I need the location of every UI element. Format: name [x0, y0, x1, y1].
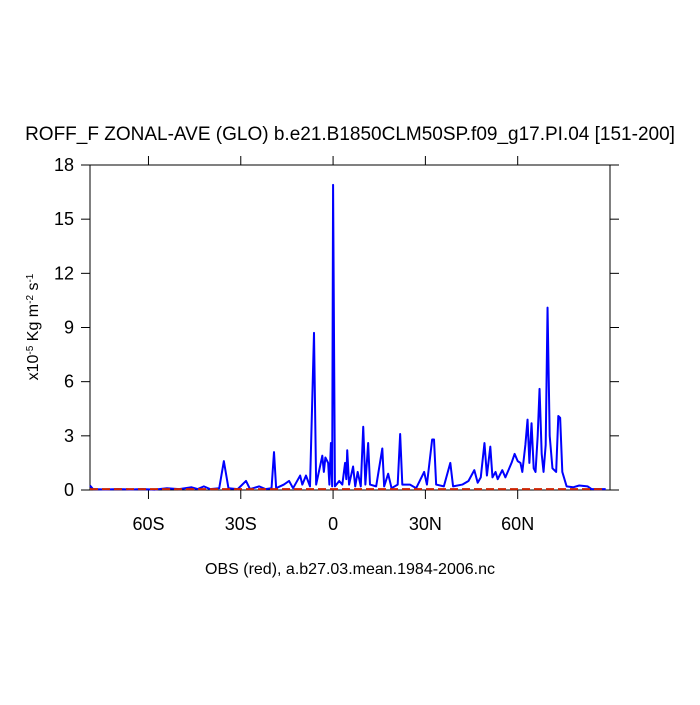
y-label-part: -1	[25, 273, 36, 282]
x-axis-label: OBS (red), a.b27.03.mean.1984-2006.nc	[205, 561, 495, 578]
y-label-part: s	[25, 283, 42, 295]
x-tick-label: 30N	[409, 514, 442, 534]
x-tick-label: 30S	[225, 514, 257, 534]
y-label-part: -2	[25, 295, 36, 304]
y-tick-label: 3	[64, 426, 74, 446]
y-tick-label: 12	[54, 263, 74, 283]
x-tick-label: 0	[328, 514, 338, 534]
y-label-part: -5	[25, 345, 36, 354]
x-tick-label: 60S	[132, 514, 164, 534]
y-axis-label: x10-5 Kg m-2 s-1	[25, 273, 43, 380]
data-line	[89, 183, 606, 491]
y-tick-label: 9	[64, 318, 74, 338]
y-tick-label: 6	[64, 372, 74, 392]
y-label-part: Kg m	[25, 304, 42, 346]
y-tick-label: 0	[64, 480, 74, 500]
chart-title: ROFF_F ZONAL-AVE (GLO) b.e21.B1850CLM50S…	[25, 124, 675, 145]
y-tick-label: 18	[54, 155, 74, 175]
x-tick-label: 60N	[501, 514, 534, 534]
y-tick-label: 15	[54, 209, 74, 229]
y-label-part: x10	[25, 354, 42, 380]
